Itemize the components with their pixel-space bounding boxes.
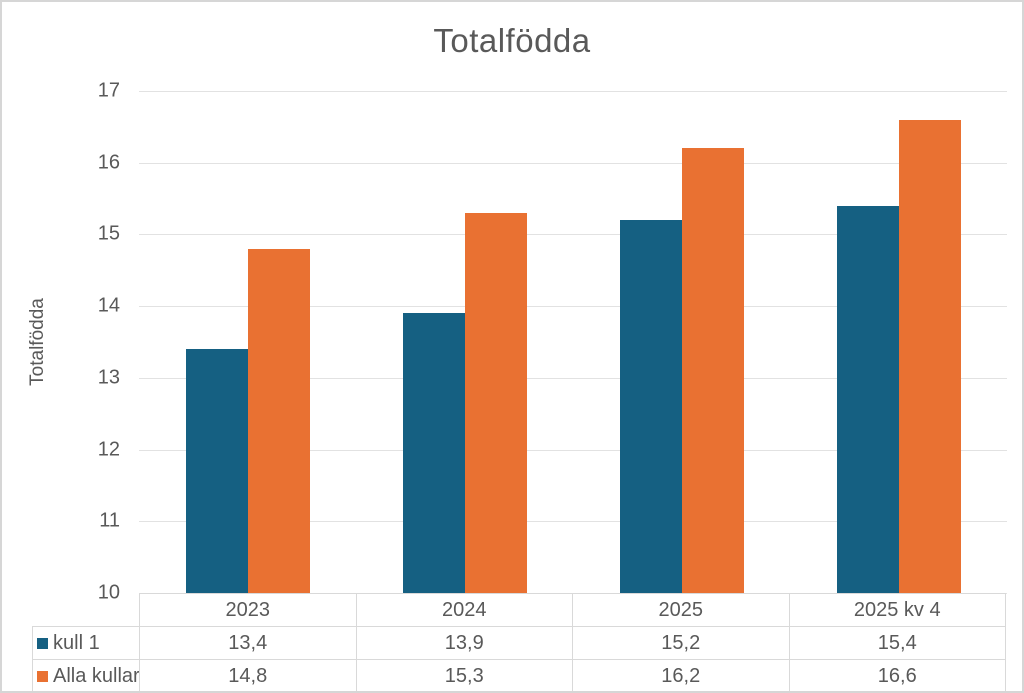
gridline-13 (139, 377, 1007, 379)
table-row-kull-1: kull 1 13,4 13,9 15,2 15,4 (32, 626, 1006, 660)
bar-Alla-kullar-2023 (247, 248, 310, 593)
table-cell-Alla-kullar-2023: 14,8 (139, 659, 357, 691)
gridline-15 (139, 234, 1007, 236)
y-tick-label-10: 10 (97, 581, 120, 604)
bar-kull-1-2024 (402, 313, 465, 593)
gridline-16 (139, 162, 1007, 164)
bar-Alla-kullar-2024 (464, 212, 527, 593)
bar-kull-1-2023 (185, 349, 248, 593)
table-cell-kull-1-2024: 13,9 (355, 626, 573, 660)
table-header-2024: 2024 (355, 593, 573, 627)
table-cell-Alla-kullar-2024: 15,3 (355, 659, 573, 691)
table-header-2025: 2025 (572, 593, 790, 627)
table-header-row: 2023 2024 2025 2025 kv 4 (33, 593, 1006, 627)
plot-area (139, 91, 1007, 594)
legend-swatch-Alla-kullar (37, 670, 48, 682)
legend-key-Alla-kullar: Alla kullar (32, 659, 140, 691)
legend-label: kull 1 (53, 631, 100, 654)
y-tick-label-15: 15 (97, 222, 120, 245)
table-cell-kull-1-2025: 15,2 (572, 626, 790, 660)
bar-Alla-kullar-2025-kv-4 (898, 119, 961, 593)
y-tick-label-12: 12 (97, 438, 120, 461)
bar-kull-1-2025-kv-4 (836, 205, 899, 593)
chart-title: Totalfödda (433, 22, 591, 59)
table-cell-Alla-kullar-2025: 16,2 (572, 659, 790, 691)
legend-key-kull-1: kull 1 (32, 626, 140, 660)
bar-Alla-kullar-2025 (681, 148, 744, 593)
table-cell-kull-1-2023: 13,4 (139, 626, 357, 660)
table-cell-Alla-kullar-2025-kv-4: 16,6 (788, 659, 1006, 691)
gridline-11 (139, 521, 1007, 523)
gridline-17 (139, 91, 1007, 92)
table-row-Alla-kullar: Alla kullar 14,8 15,3 16,2 16,6 (32, 659, 1006, 691)
y-tick-label-11: 11 (99, 509, 120, 532)
table-header-2025-kv-4: 2025 kv 4 (788, 593, 1006, 627)
table-header-2023: 2023 (139, 593, 357, 627)
y-tick-label-17: 17 (97, 79, 120, 102)
legend-swatch-kull-1 (37, 637, 48, 649)
table-cell-kull-1-2025-kv-4: 15,4 (788, 626, 1006, 660)
data-table: 2023 2024 2025 2025 kv 4 kull 1 13,4 13,9 15,2 1… (32, 593, 1006, 691)
legend-label: Alla kullar (53, 664, 140, 687)
y-tick-label-13: 13 (97, 366, 120, 389)
y-axis-ticks: 10 11 12 13 14 15 16 17 (2, 80, 124, 604)
y-tick-label-14: 14 (97, 294, 120, 317)
gridline-14 (139, 306, 1007, 308)
gridline-12 (139, 449, 1007, 451)
bar-kull-1-2025 (619, 220, 682, 593)
y-tick-label-16: 16 (97, 151, 120, 174)
table-corner-cell (33, 594, 140, 627)
